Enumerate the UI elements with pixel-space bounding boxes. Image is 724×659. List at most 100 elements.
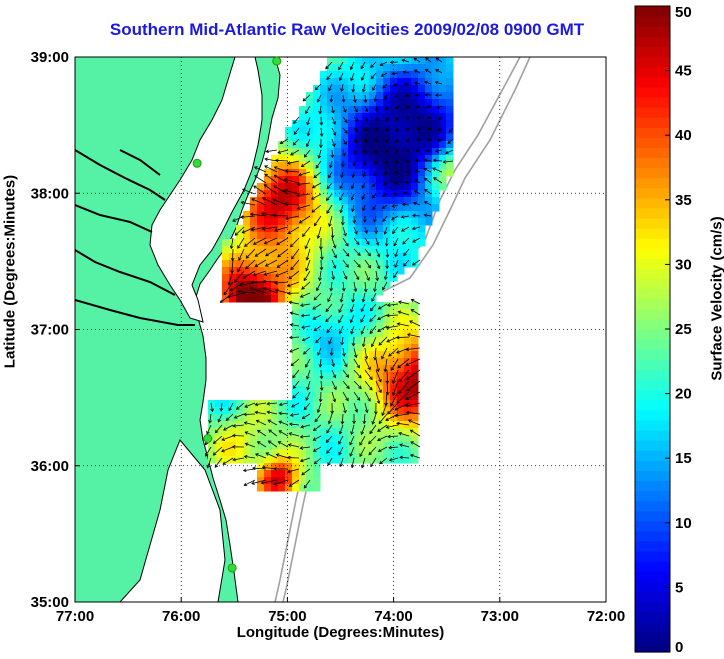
velocity-cell — [411, 127, 419, 135]
velocity-cell — [383, 155, 391, 163]
velocity-cell — [376, 281, 384, 289]
arrow-head — [261, 227, 266, 231]
velocity-cell — [341, 330, 349, 338]
velocity-arrow — [408, 419, 421, 426]
velocity-arrow — [370, 61, 377, 68]
velocity-cell — [355, 316, 363, 324]
velocity-cell — [271, 239, 279, 247]
arrow-head — [381, 355, 385, 360]
arrow-head — [403, 252, 407, 257]
velocity-cell — [425, 106, 433, 114]
velocity-cell — [404, 99, 412, 107]
velocity-cell — [306, 141, 314, 149]
velocity-arrow — [394, 402, 410, 411]
velocity-cell — [376, 120, 384, 128]
arrow-head — [395, 335, 400, 340]
velocity-cell — [355, 71, 363, 79]
arrow-head — [264, 173, 269, 178]
velocity-cell — [446, 141, 454, 149]
arrow-head — [289, 349, 293, 353]
arrow-head — [406, 387, 410, 392]
velocity-arrow — [306, 369, 311, 380]
arrow-head — [208, 419, 212, 424]
velocity-arrow — [319, 270, 322, 281]
velocity-cell — [439, 155, 447, 163]
velocity-cell — [341, 176, 349, 184]
arrow-head — [362, 173, 366, 178]
velocity-arrow — [392, 204, 399, 207]
velocity-arrow — [268, 440, 278, 448]
velocity-cell — [376, 204, 384, 212]
velocity-cell — [348, 407, 356, 415]
arrow-head — [327, 462, 331, 466]
velocity-arrow — [328, 171, 333, 179]
velocity-cell — [376, 85, 384, 93]
velocity-cell — [313, 463, 321, 471]
velocity-arrow — [353, 237, 360, 245]
velocity-cell — [222, 442, 230, 450]
velocity-arrow — [228, 270, 234, 285]
arrow-head — [434, 80, 439, 85]
velocity-arrow — [406, 347, 421, 351]
station-marker — [203, 434, 213, 443]
arrow-head — [329, 164, 333, 169]
velocity-arrow — [290, 259, 300, 270]
arrow-head — [278, 411, 282, 416]
colorbar-segment — [635, 76, 670, 88]
velocity-arrow — [382, 83, 388, 89]
velocity-cell — [299, 316, 307, 324]
arrow-head — [405, 105, 410, 109]
velocity-cell — [404, 113, 412, 121]
velocity-arrow — [435, 81, 443, 85]
velocity-cell — [439, 169, 447, 177]
velocity-cell — [299, 274, 307, 282]
velocity-cell — [271, 225, 279, 233]
velocity-arrow — [392, 72, 399, 75]
velocity-arrow — [207, 457, 212, 468]
velocity-cell — [355, 393, 363, 401]
velocity-cell — [215, 442, 223, 450]
velocity-arrow — [244, 402, 256, 408]
velocity-cell — [250, 442, 258, 450]
colorbar-segment — [635, 530, 670, 542]
velocity-cell — [229, 288, 237, 296]
velocity-arrow — [214, 457, 223, 468]
arrow-head — [330, 235, 335, 239]
velocity-cell — [327, 358, 335, 366]
velocity-cell — [250, 218, 258, 226]
y-tick-label: 39:00 — [31, 49, 69, 66]
arrow-head — [448, 129, 453, 133]
velocity-cell — [397, 393, 405, 401]
velocity-cell — [397, 456, 405, 464]
arrow-head — [290, 266, 294, 271]
velocity-cell — [250, 274, 258, 282]
arrow-head — [363, 162, 367, 166]
velocity-cell — [222, 456, 230, 464]
velocity-cell — [362, 323, 370, 331]
velocity-arrow — [326, 424, 333, 434]
velocity-cell — [411, 421, 419, 429]
velocity-cell — [257, 470, 265, 478]
velocity-arrow — [353, 391, 361, 401]
arrow-head — [349, 441, 353, 446]
arrow-head — [385, 265, 390, 270]
velocity-arrow — [206, 424, 212, 435]
velocity-cell — [320, 148, 328, 156]
arrow-head — [413, 190, 418, 194]
velocity-cell — [285, 267, 293, 275]
arrow-head — [344, 130, 348, 134]
velocity-cell — [313, 484, 321, 492]
river — [75, 249, 176, 296]
velocity-cell — [418, 183, 426, 191]
velocity-arrow — [375, 391, 380, 404]
velocity-arrow — [390, 358, 399, 371]
velocity-arrow — [289, 432, 300, 437]
velocity-cell — [390, 253, 398, 261]
velocity-cell — [250, 288, 258, 296]
arrow-head — [424, 80, 428, 85]
velocity-cell — [418, 162, 426, 170]
velocity-arrow — [353, 270, 360, 280]
arrow-head — [212, 440, 217, 444]
velocity-cell — [404, 204, 412, 212]
arrow-head — [333, 254, 337, 259]
